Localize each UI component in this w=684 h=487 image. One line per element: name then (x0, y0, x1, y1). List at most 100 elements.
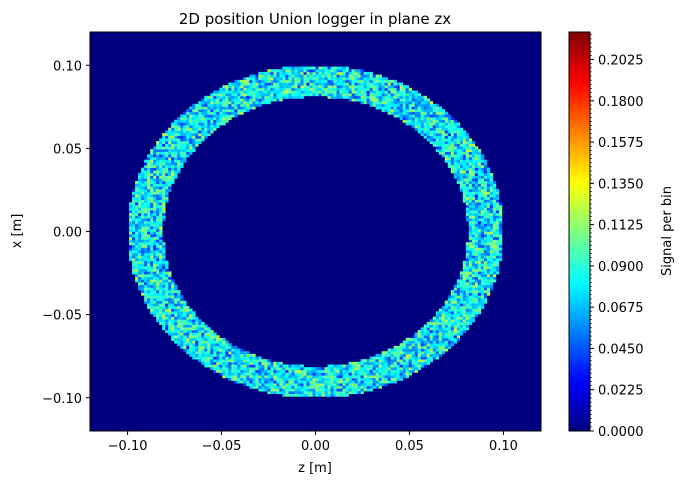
heatmap-cell (195, 114, 199, 118)
heatmap-cell (288, 377, 292, 381)
heatmap-cell (333, 69, 337, 73)
heatmap-cell (381, 367, 385, 371)
heatmap-cell (192, 311, 196, 315)
heatmap-cell (219, 372, 223, 376)
colorbar-segment (569, 131, 590, 135)
heatmap-cell (471, 188, 476, 192)
heatmap-cell (468, 180, 473, 184)
heatmap-cell (468, 300, 473, 304)
heatmap-cell (396, 348, 400, 352)
heatmap-cell (285, 74, 289, 78)
heatmap-cell (300, 372, 304, 376)
heatmap-cell (465, 149, 470, 152)
heatmap-cell (249, 375, 253, 379)
heatmap-cell (375, 375, 379, 379)
heatmap-cell (363, 71, 367, 75)
heatmap-cell (468, 260, 473, 264)
heatmap-cell (327, 85, 331, 89)
heatmap-cell (405, 367, 410, 371)
heatmap-cell (342, 85, 346, 89)
heatmap-cell (417, 343, 422, 347)
heatmap-cell (480, 247, 485, 251)
heatmap-cell (150, 300, 154, 304)
heatmap-cell (456, 282, 461, 285)
heatmap-cell (471, 268, 476, 272)
heatmap-cell (258, 359, 262, 363)
heatmap-cell (357, 93, 361, 97)
heatmap-cell (414, 117, 419, 121)
heatmap-cell (360, 369, 364, 373)
heatmap-cell (411, 95, 416, 99)
heatmap-cell (330, 364, 334, 368)
heatmap-cell (471, 178, 476, 182)
heatmap-cell (180, 138, 184, 142)
colorbar-segment (569, 73, 590, 77)
heatmap-cell (249, 361, 253, 365)
heatmap-cell (381, 90, 385, 94)
heatmap-cell (159, 154, 163, 158)
heatmap-cell (198, 321, 202, 325)
heatmap-cell (138, 247, 142, 251)
heatmap-cell (399, 87, 403, 91)
heatmap-cell (135, 202, 139, 206)
heatmap-cell (180, 133, 184, 137)
heatmap-cell (366, 98, 370, 102)
heatmap-cell (213, 367, 217, 371)
heatmap-cell (471, 313, 476, 317)
heatmap-cell (462, 274, 467, 278)
heatmap-cell (273, 383, 277, 387)
heatmap-cell (174, 162, 178, 166)
heatmap-cell (309, 375, 313, 379)
heatmap-cell (150, 226, 154, 230)
heatmap-cell (474, 167, 479, 171)
heatmap-cell (270, 380, 274, 384)
heatmap-cell (165, 324, 169, 328)
heatmap-cell (474, 199, 479, 203)
heatmap-cell (198, 135, 202, 139)
heatmap-cell (258, 79, 262, 83)
heatmap-cell (375, 93, 379, 97)
heatmap-cell (171, 298, 175, 301)
heatmap-cell (471, 223, 476, 227)
heatmap-cell (390, 372, 394, 376)
heatmap-cell (459, 151, 464, 155)
heatmap-cell (393, 348, 397, 352)
heatmap-cell (393, 114, 397, 118)
heatmap-cell (165, 170, 169, 174)
heatmap-cell (192, 351, 196, 355)
heatmap-cell (159, 305, 163, 309)
heatmap-cell (405, 119, 410, 123)
heatmap-cell (255, 356, 259, 360)
heatmap-cell (486, 218, 491, 222)
heatmap-cell (474, 298, 479, 301)
heatmap-cell (186, 321, 190, 325)
heatmap-cell (411, 119, 416, 123)
heatmap-cell (201, 98, 205, 102)
heatmap-cell (432, 340, 437, 344)
heatmap-cell (444, 329, 449, 333)
heatmap-cell (192, 133, 196, 137)
colorbar-segment (569, 395, 590, 398)
heatmap-cell (258, 369, 262, 373)
heatmap-cell (426, 335, 431, 339)
heatmap-cell (186, 127, 190, 131)
heatmap-cell (450, 305, 455, 309)
colorbar-segment (569, 81, 590, 85)
heatmap-cell (447, 127, 452, 131)
heatmap-cell (213, 117, 217, 121)
heatmap-cell (135, 268, 139, 272)
heatmap-cell (402, 114, 406, 118)
heatmap-cell (171, 151, 175, 155)
heatmap-cell (156, 236, 160, 240)
heatmap-cell (225, 95, 229, 99)
colorbar-segment (569, 135, 590, 139)
heatmap-cell (342, 79, 346, 83)
heatmap-cell (270, 69, 274, 73)
heatmap-cell (204, 127, 208, 131)
heatmap-cell (408, 119, 413, 123)
heatmap-cell (492, 202, 497, 206)
heatmap-cell (171, 308, 175, 312)
heatmap-cell (396, 93, 400, 97)
heatmap-cell (486, 266, 491, 270)
heatmap-cell (426, 135, 431, 139)
